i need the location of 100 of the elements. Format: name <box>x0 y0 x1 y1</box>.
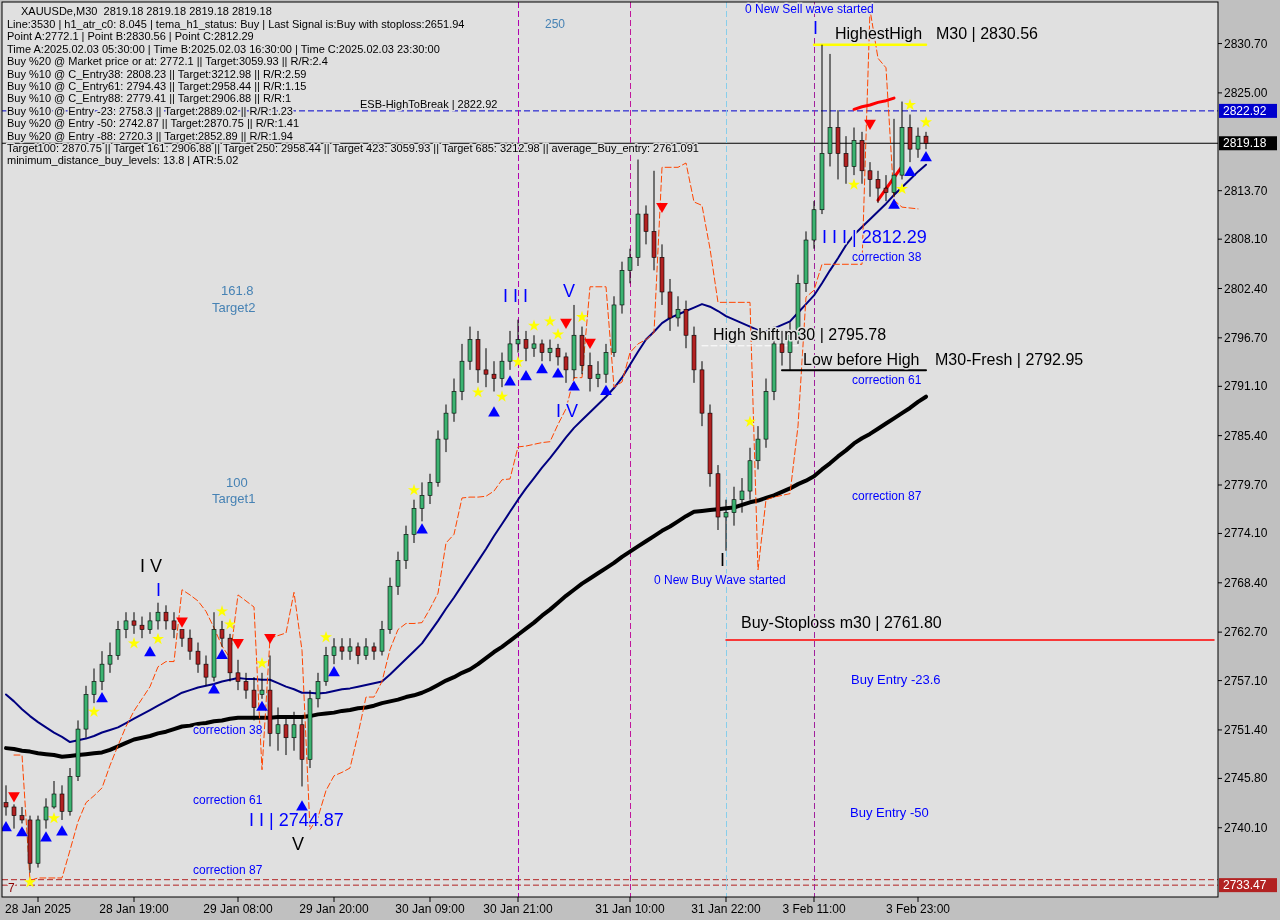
point <box>328 666 340 677</box>
candlestick <box>131 611 137 635</box>
ref-line-label: 2819.18 <box>1223 136 1267 151</box>
point <box>144 646 156 657</box>
x-tick-label: 30 Jan 21:00 <box>483 902 554 916</box>
point <box>16 826 28 837</box>
candlestick <box>203 655 209 687</box>
candlestick <box>243 672 249 700</box>
point <box>919 115 933 128</box>
candlestick <box>363 637 369 661</box>
candlestick <box>875 170 881 204</box>
candlestick <box>259 672 265 700</box>
annotation: Target2 <box>212 299 256 315</box>
y-tick-label: 2774.10 <box>1224 526 1268 541</box>
candlestick <box>483 347 489 388</box>
point <box>255 656 269 669</box>
point <box>47 811 61 824</box>
y-tick-label: 2762.70 <box>1224 625 1268 640</box>
x-tick-label: 3 Feb 23:00 <box>885 902 951 916</box>
candlestick <box>235 659 241 691</box>
point <box>575 310 589 323</box>
annotation: Buy Entry -23.6 <box>851 671 941 687</box>
candlestick <box>587 352 593 393</box>
point <box>216 648 228 659</box>
y-tick-label: 2768.40 <box>1224 575 1268 590</box>
y-tick-label: 2785.40 <box>1224 428 1268 443</box>
candlestick <box>91 667 97 704</box>
point <box>407 483 421 496</box>
point <box>551 328 565 340</box>
candlestick <box>291 711 297 752</box>
point <box>319 631 333 643</box>
point <box>903 98 917 111</box>
annotation: correction 87 <box>852 489 922 503</box>
annotation: 0 New Buy Wave started <box>654 573 786 587</box>
y-tick-label: 2791.10 <box>1224 379 1268 394</box>
point <box>568 380 580 391</box>
point <box>495 390 509 402</box>
candlestick <box>539 339 545 362</box>
candlestick <box>43 797 49 830</box>
y-tick-label: 2745.80 <box>1224 771 1268 786</box>
annotation: correction 61 <box>193 793 263 807</box>
point <box>895 182 909 195</box>
candlestick <box>219 620 225 648</box>
ref-line-label: 2822.92 <box>1223 103 1267 118</box>
candlestick <box>275 706 281 752</box>
candlestick <box>627 248 633 284</box>
point <box>296 800 308 811</box>
candlestick <box>555 343 561 367</box>
candlestick <box>155 602 161 631</box>
candlestick <box>331 637 337 665</box>
point <box>416 523 428 534</box>
candlestick <box>675 295 681 328</box>
annotation: Buy Entry -50 <box>850 804 929 820</box>
point <box>2 820 12 832</box>
candlestick <box>315 672 321 708</box>
point <box>520 370 532 381</box>
point <box>600 384 612 395</box>
point <box>471 386 485 398</box>
point <box>888 198 900 209</box>
candlestick <box>379 620 385 657</box>
annotation: correction 38 <box>852 250 922 264</box>
point <box>920 151 932 162</box>
annotation: M30 | 2830.56 <box>936 24 1039 42</box>
annotation: I <box>720 550 726 570</box>
y-tick-label: 2802.40 <box>1224 281 1268 296</box>
point <box>127 637 141 649</box>
annotation: correction 87 <box>193 863 263 877</box>
candlestick <box>595 360 601 388</box>
candlestick <box>99 650 105 691</box>
candlestick <box>339 637 345 661</box>
candlestick <box>427 473 433 505</box>
y-tick-label: 2830.70 <box>1224 36 1268 51</box>
annotation: Point A:2772.1 | Point B:2830.56 | Point C:2812.29 <box>7 30 254 43</box>
candlestick <box>779 330 785 367</box>
annotation: correction 61 <box>852 373 922 387</box>
point <box>511 355 525 368</box>
point <box>40 831 52 842</box>
annotation: Buy %20 @ Market price or at: 2772.1 || Target:3059.93 || R/R:2.4 <box>7 55 328 68</box>
candlestick <box>547 339 553 362</box>
annotation: V <box>563 281 576 301</box>
point <box>208 683 220 694</box>
x-tick-label: 31 Jan 22:00 <box>691 902 762 916</box>
point <box>543 315 557 327</box>
point <box>536 363 548 374</box>
y-tick-label: 2808.10 <box>1224 232 1268 247</box>
candlestick <box>139 616 145 639</box>
chart-title: XAUUSDe,M30 2819.18 2819.18 2819.18 2819.18 <box>21 5 272 17</box>
annotation: Buy %20 @ Entry -50: 2742.87 || Target:2870.75 || R/R:1.41 <box>7 117 300 130</box>
candlestick <box>491 360 497 393</box>
candlestick <box>171 611 177 639</box>
y-tick-label: 2751.40 <box>1224 722 1268 737</box>
candlestick <box>451 378 457 423</box>
annotation: ESB-HighToBreak | 2822.92 <box>360 98 498 110</box>
candlestick <box>179 629 185 648</box>
candlestick <box>123 611 129 639</box>
x-tick-label: 28 Jan 19:00 <box>99 902 170 916</box>
x-tick-label: 29 Jan 20:00 <box>299 902 370 916</box>
point <box>488 406 500 417</box>
point <box>223 618 237 630</box>
y-tick-label: 2779.70 <box>1224 477 1268 492</box>
